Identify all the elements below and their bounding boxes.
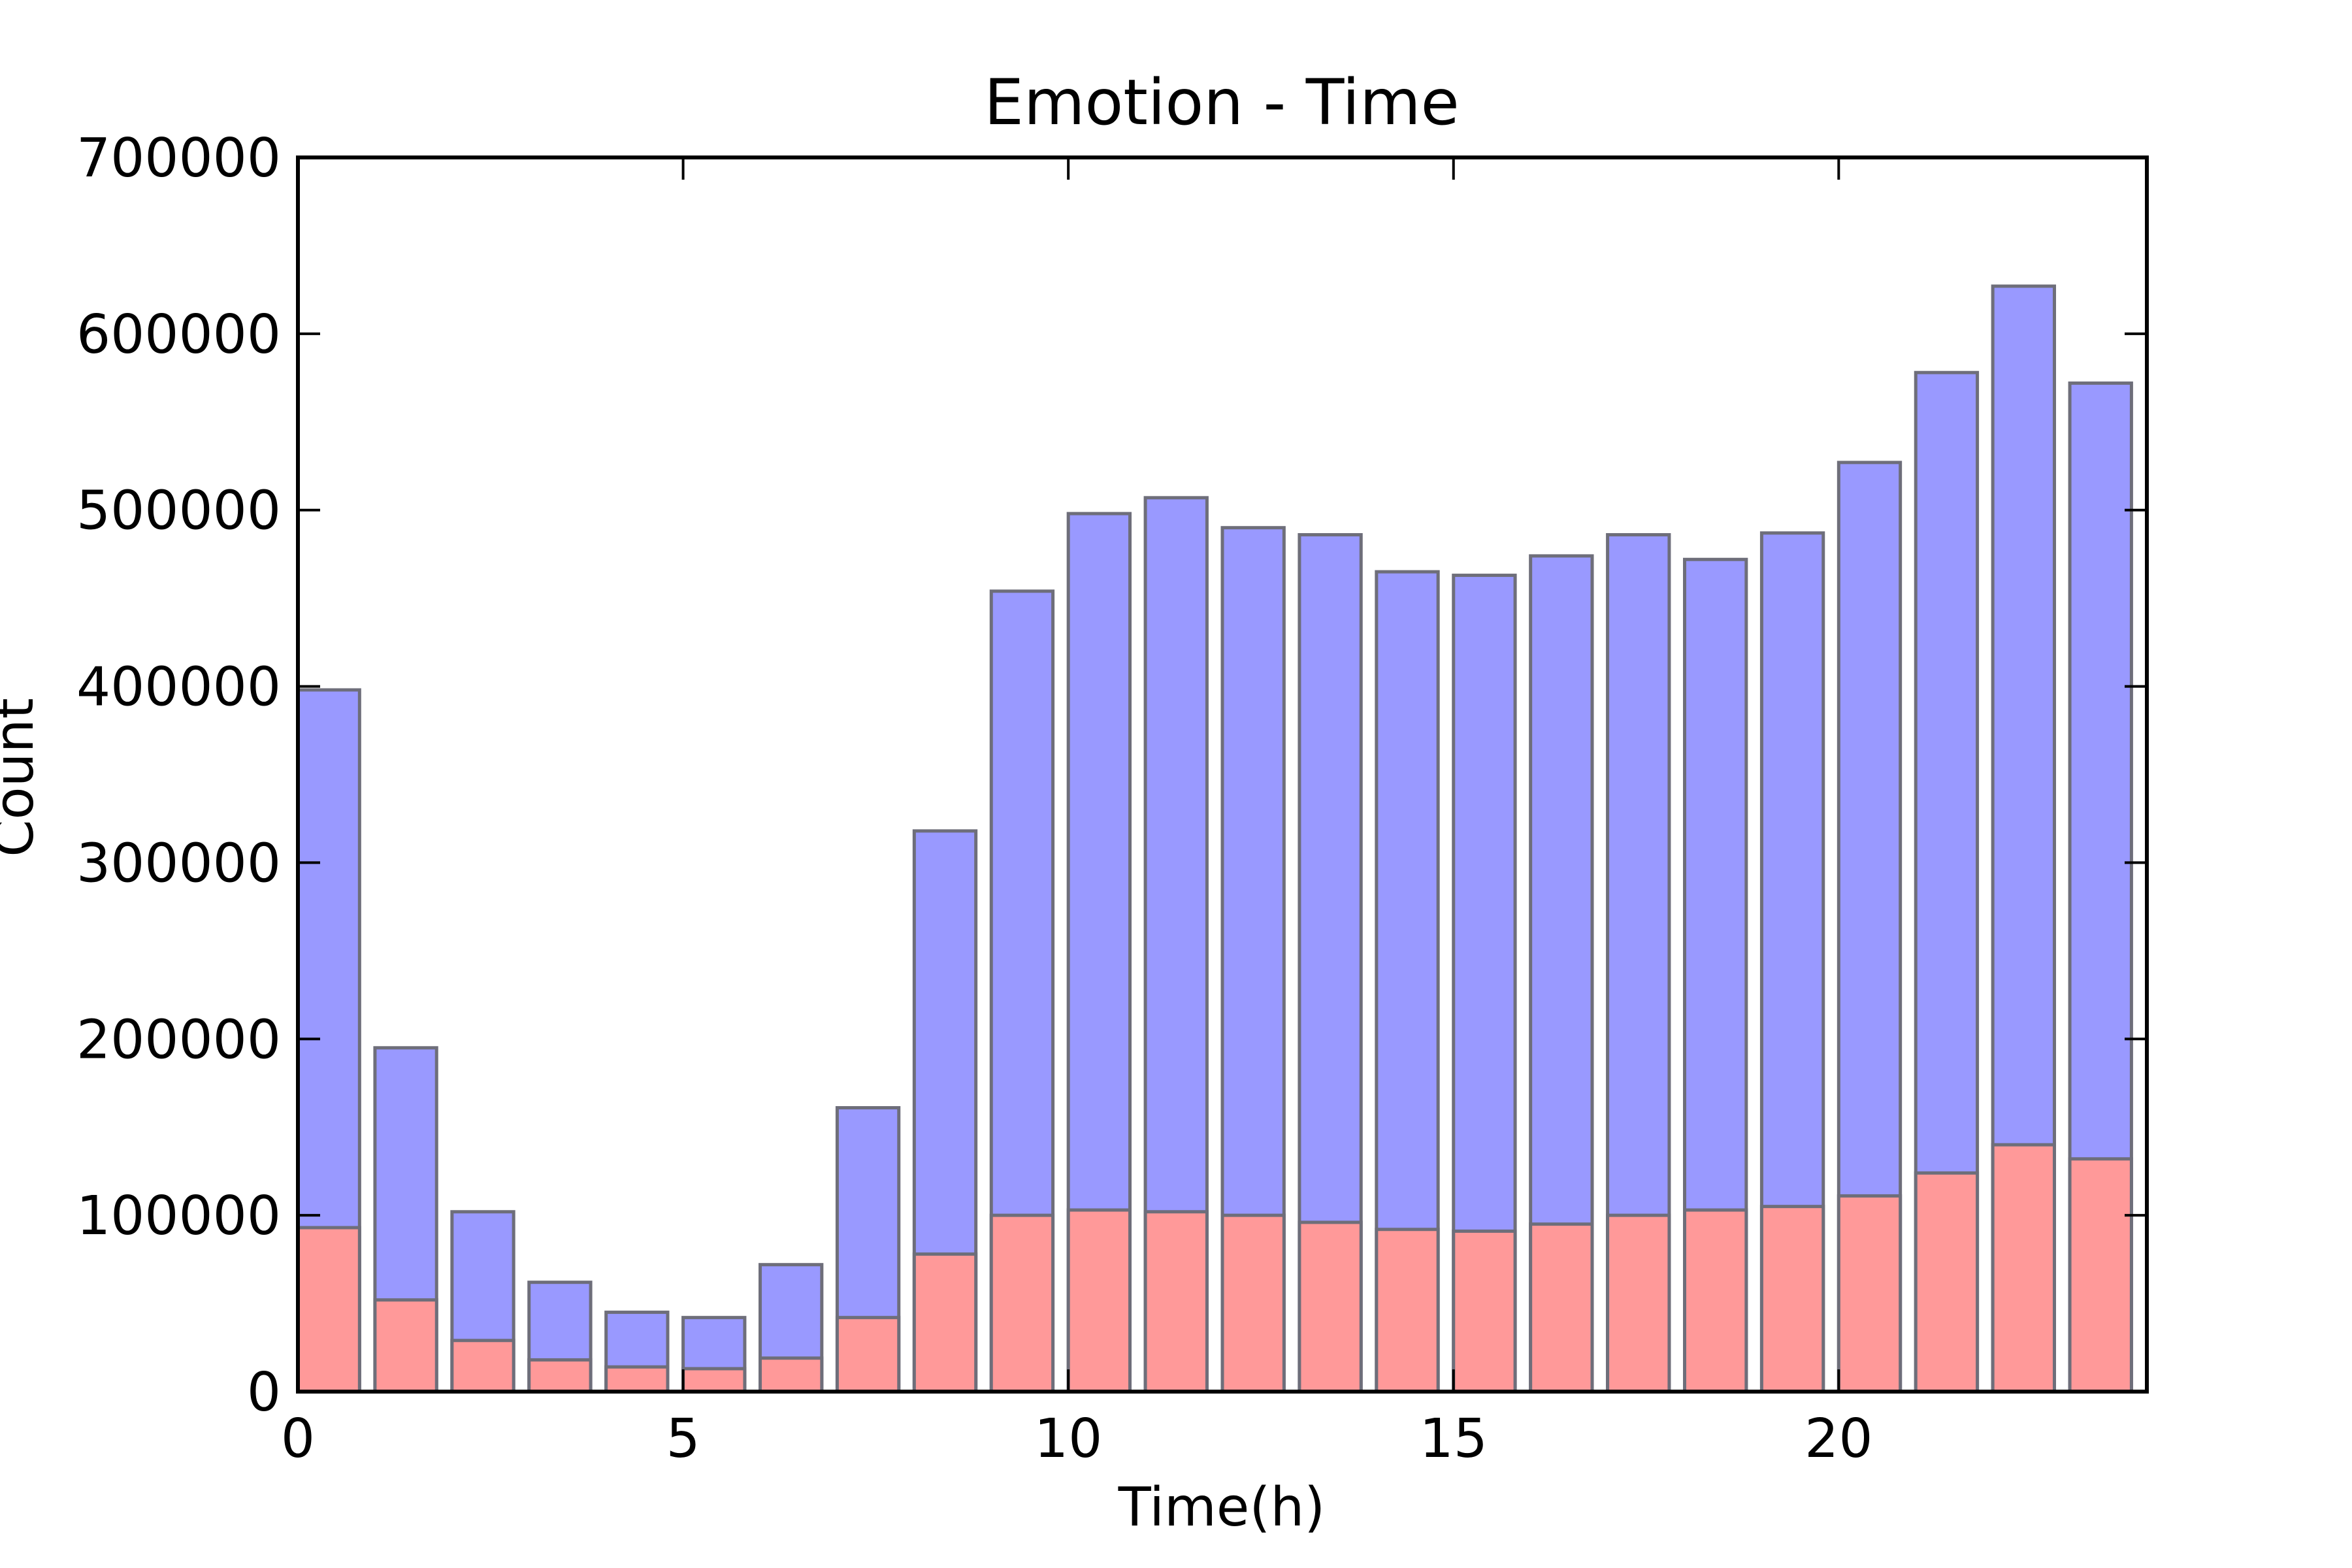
chart-title: Emotion - Time — [984, 66, 1459, 139]
bar-series-2-hour-5 — [681, 1367, 747, 1394]
x-tick-label: 10 — [1034, 1408, 1102, 1470]
bar-series-2-hour-8 — [912, 1252, 978, 1394]
bar-series-2-hour-15 — [1452, 1229, 1517, 1394]
bars-layer — [296, 284, 2133, 1394]
bar-series-2-hour-4 — [604, 1365, 670, 1394]
bar-series-2-hour-14 — [1375, 1228, 1440, 1394]
x-tick-label: 5 — [666, 1408, 700, 1470]
bar-series-2-hour-7 — [835, 1316, 901, 1394]
y-axis-label: Count — [0, 698, 46, 857]
bar-series-2-hour-19 — [1759, 1205, 1825, 1394]
bar-series-2-hour-18 — [1683, 1208, 1748, 1394]
plot-frame — [296, 155, 2149, 1394]
axes-layer — [296, 155, 2149, 1394]
ticks-layer: 0 5 10 15 20 0 100000 200000 300000 400000 500000 6… — [76, 127, 2147, 1470]
bar-series-2-hour-2 — [450, 1339, 515, 1394]
bar-series-2-hour-20 — [1837, 1194, 1903, 1394]
bar-series-2-hour-13 — [1298, 1220, 1363, 1394]
y-tick-label: 500000 — [76, 480, 281, 542]
x-axis-label: Time(h) — [1118, 1477, 1326, 1539]
bar-series-2-hour-9 — [989, 1213, 1055, 1394]
bar-series-2-hour-1 — [373, 1298, 438, 1394]
bar-series-2-hour-16 — [1529, 1222, 1594, 1394]
bar-series-2-hour-12 — [1220, 1213, 1286, 1394]
bar-series-2-hour-0 — [296, 1226, 361, 1394]
y-tick-label: 100000 — [76, 1185, 281, 1247]
bar-series-2-hour-10 — [1066, 1208, 1132, 1394]
y-tick-label: 0 — [247, 1362, 281, 1424]
bar-series-2-hour-17 — [1606, 1213, 1671, 1394]
bar-series-2-hour-21 — [1914, 1171, 1980, 1394]
y-tick-label: 400000 — [76, 657, 281, 719]
y-tick-label: 700000 — [76, 127, 281, 189]
y-tick-label: 300000 — [76, 832, 281, 894]
bar-series-2-hour-6 — [759, 1356, 824, 1394]
y-tick-label: 200000 — [76, 1009, 281, 1071]
x-tick-label: 0 — [281, 1408, 315, 1470]
bar-series-2-hour-23 — [2068, 1157, 2133, 1394]
bar-series-2-hour-3 — [527, 1358, 593, 1394]
x-tick-label: 15 — [1420, 1408, 1488, 1470]
y-tick-label: 600000 — [76, 304, 281, 366]
bar-series-2-hour-11 — [1143, 1210, 1209, 1394]
bar-series-2-hour-22 — [1991, 1143, 2057, 1394]
x-tick-label: 20 — [1805, 1408, 1872, 1470]
